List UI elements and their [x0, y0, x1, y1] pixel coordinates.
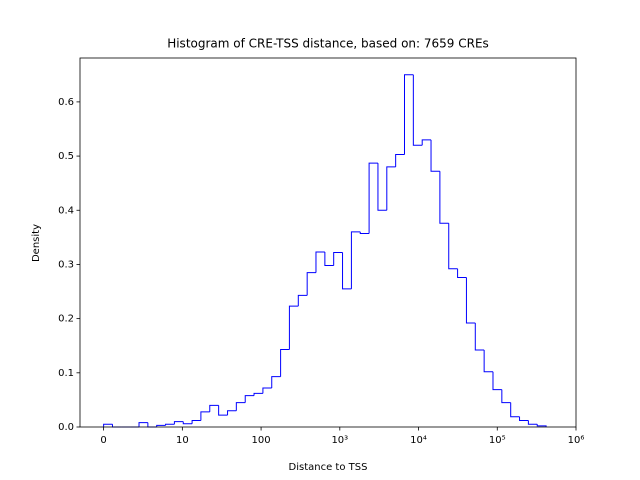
histogram-bin: [182, 421, 193, 425]
histogram-bin: [350, 231, 361, 289]
histogram-bin: [483, 350, 493, 373]
histogram-bin: [510, 402, 520, 418]
histogram-bin: [465, 277, 476, 324]
histogram-bin: [501, 389, 511, 404]
histogram-bin: [457, 268, 467, 278]
y-tick-label: 0.0: [58, 422, 74, 433]
histogram-bin: [103, 423, 113, 427]
histogram-bin: [306, 272, 316, 296]
y-tick-label: 0.1: [58, 368, 74, 379]
x-tick-label: 10: [176, 435, 189, 446]
histogram-bin: [297, 294, 308, 307]
histogram-bin: [253, 392, 263, 396]
histogram-bin: [173, 421, 184, 425]
histogram-bin: [138, 422, 148, 427]
histogram-bin: [377, 163, 387, 211]
histogram-bin: [359, 231, 370, 235]
histogram-bin: [315, 251, 325, 273]
histogram-bin: [280, 349, 290, 377]
histogram-bin: [209, 404, 219, 412]
x-tick-label: 10⁴: [410, 435, 427, 446]
y-axis-label: Density: [31, 224, 42, 262]
x-tick-label: 10⁶: [568, 435, 585, 446]
y-tick-label: 0.6: [58, 97, 74, 108]
histogram-bin: [536, 424, 547, 427]
histogram-bin: [165, 423, 175, 426]
histogram-bin: [111, 424, 122, 428]
histogram-bin: [474, 322, 485, 351]
histogram-bin: [386, 166, 396, 211]
histogram-bin: [156, 424, 166, 427]
chart-title: Histogram of CRE-TSS distance, based on:…: [167, 37, 489, 51]
histogram-bin: [492, 371, 502, 391]
histogram-bin: [403, 74, 414, 155]
histogram-bin: [288, 305, 299, 350]
histogram-bin: [333, 252, 343, 266]
x-tick-label: 10³: [331, 435, 348, 446]
histogram-bin: [324, 251, 334, 267]
plot-frame: [79, 57, 577, 428]
x-tick-label: 10⁵: [489, 435, 506, 446]
histogram-bin: [218, 405, 228, 416]
histogram-bin: [200, 411, 210, 421]
y-tick-label: 0.4: [58, 205, 74, 216]
histogram-bin: [342, 252, 352, 290]
x-tick-label: 100: [252, 435, 271, 446]
y-tick-label: 0.5: [58, 151, 74, 162]
histogram-bin: [439, 171, 449, 224]
histogram-bin: [519, 416, 529, 421]
histogram-bin: [412, 74, 423, 146]
histogram-bin: [227, 410, 237, 416]
histogram-bin: [262, 387, 272, 394]
histogram-bin: [448, 223, 458, 270]
y-tick-label: 0.3: [58, 259, 74, 270]
histogram-bin: [430, 139, 440, 172]
x-tick-label: 0: [100, 435, 106, 446]
histogram-bin: [147, 422, 157, 428]
histogram-bin: [191, 419, 201, 424]
y-tick-label: 0.2: [58, 314, 74, 325]
histogram-bin: [527, 420, 538, 425]
histogram-bin: [235, 402, 246, 411]
histogram-bin: [368, 162, 378, 234]
x-axis-label: Distance to TSS: [289, 462, 368, 473]
histogram-bin: [271, 376, 281, 388]
histogram-bin: [421, 139, 432, 146]
histogram-bin: [395, 153, 405, 167]
histogram-bin: [244, 395, 255, 403]
